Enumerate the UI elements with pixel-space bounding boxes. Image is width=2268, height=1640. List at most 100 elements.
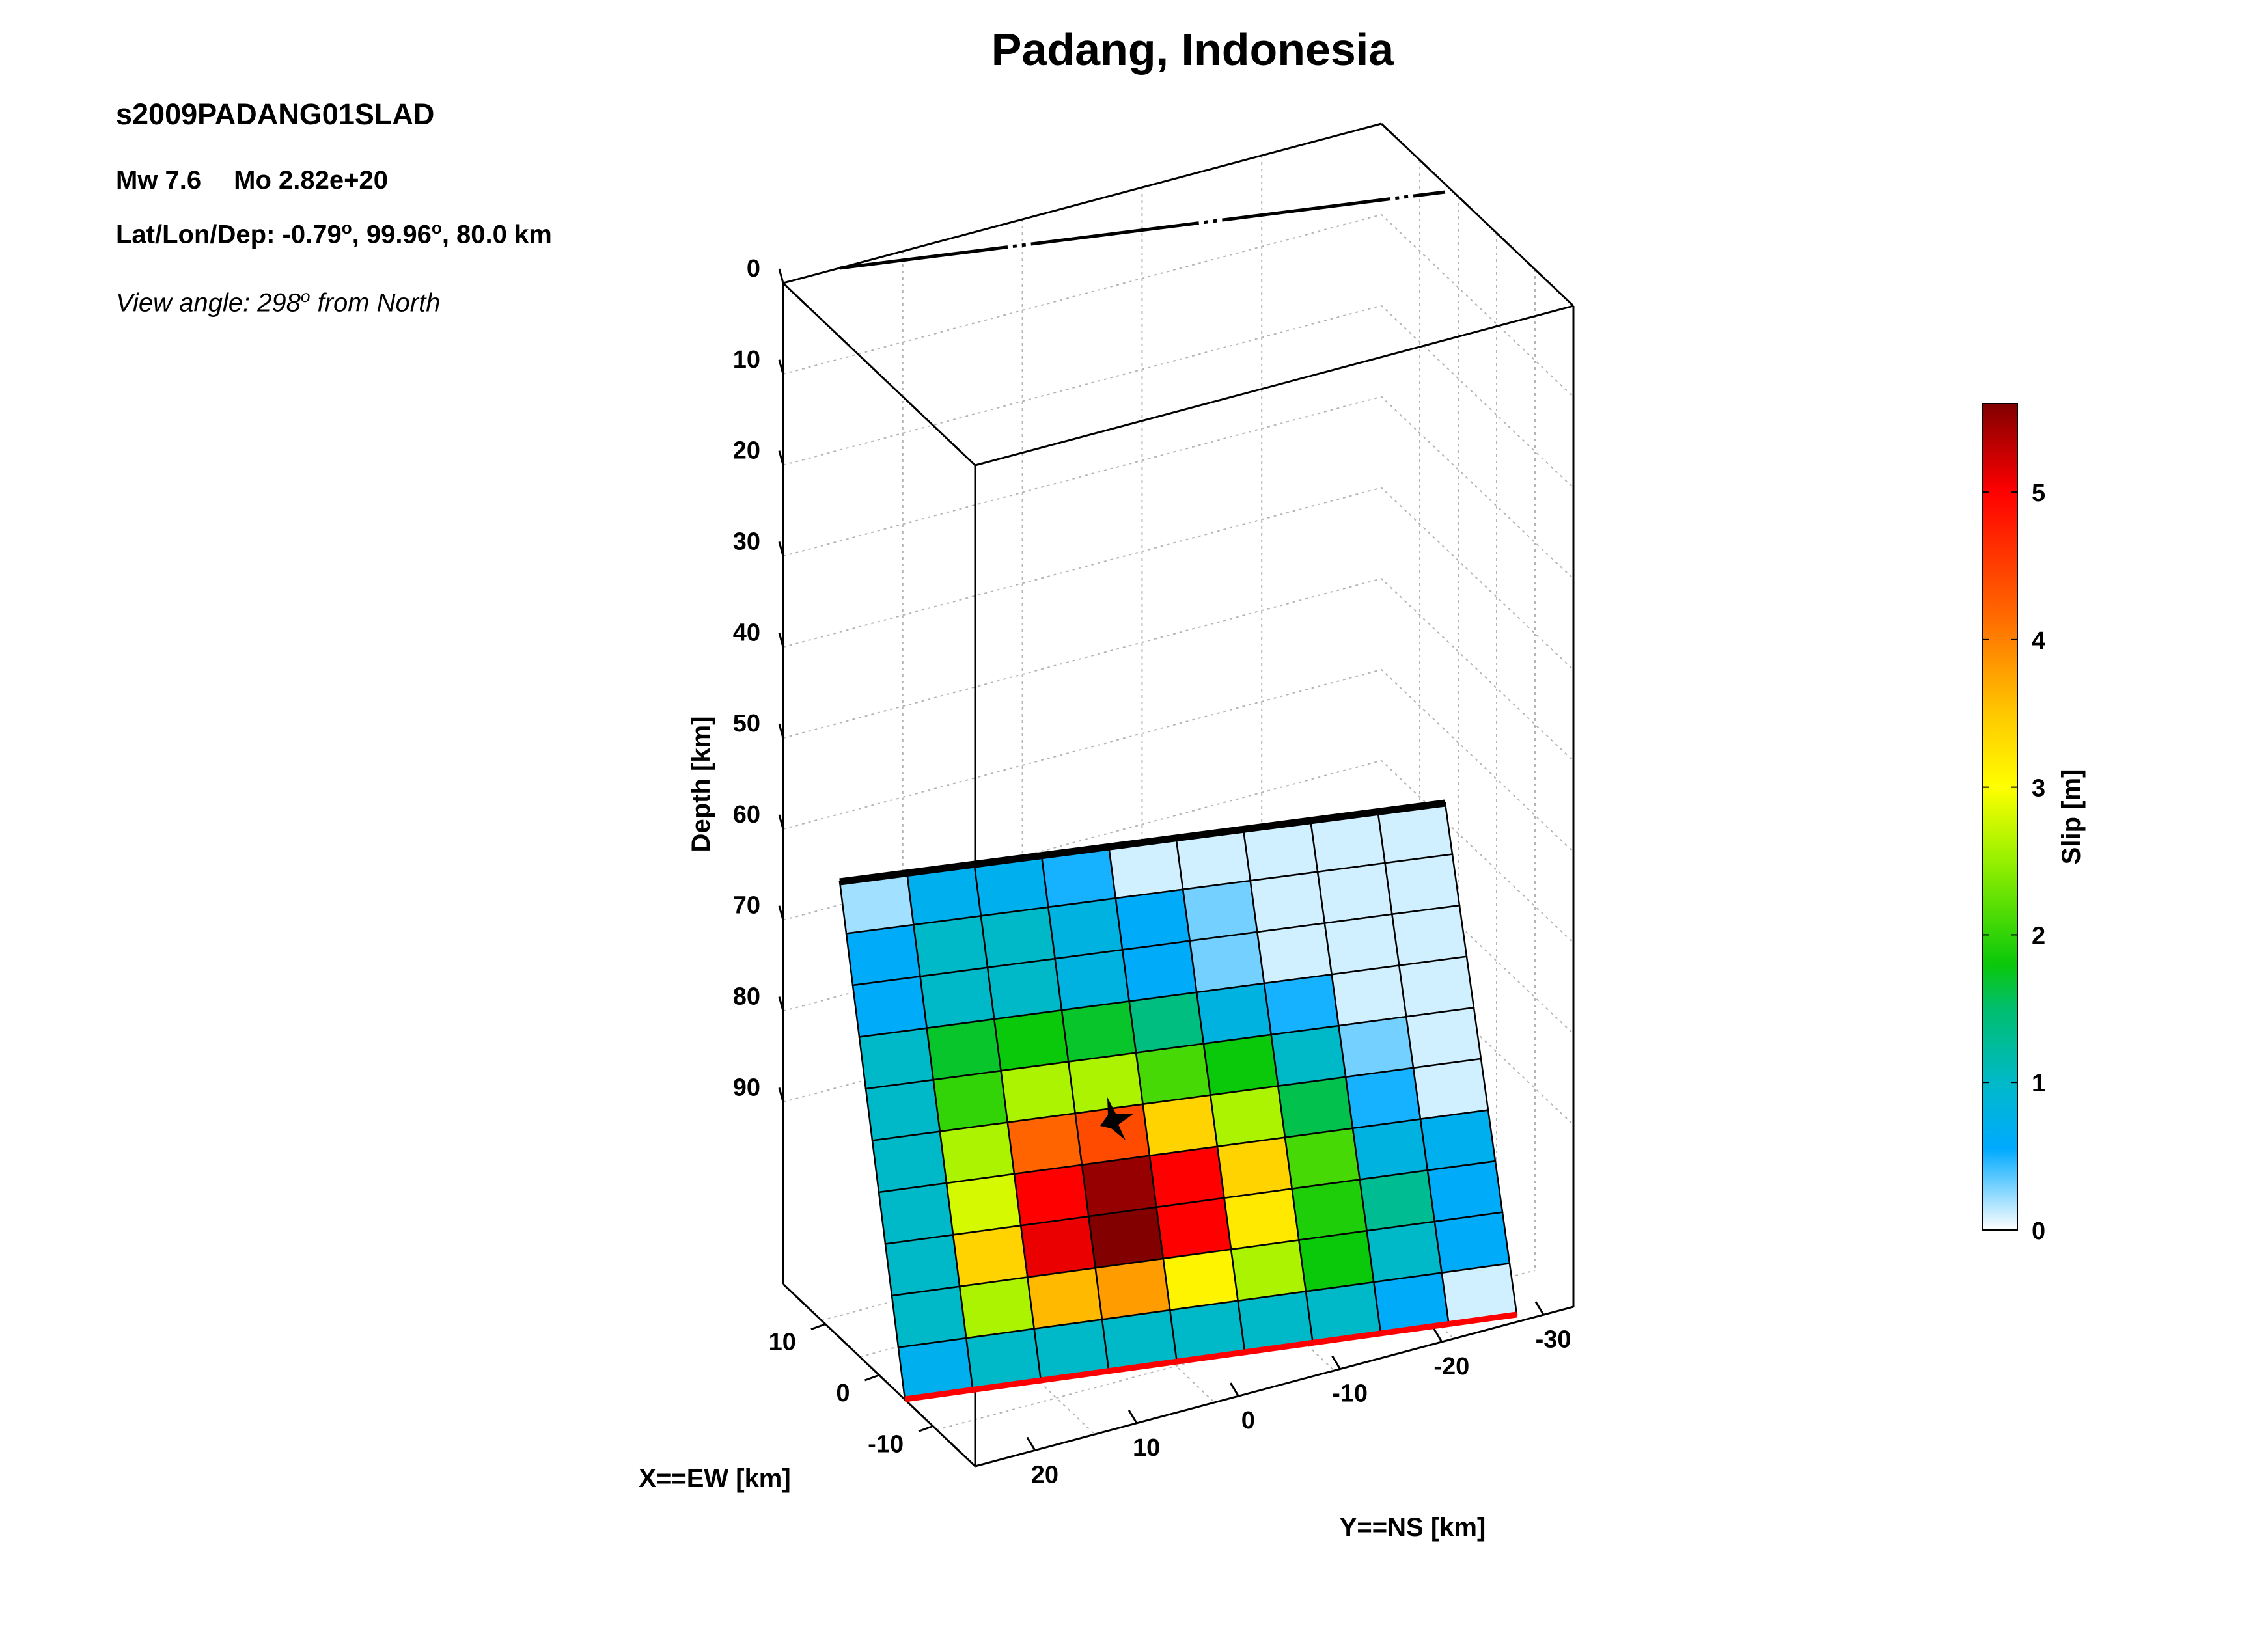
slip-patch <box>1114 888 1191 951</box>
slip-patch <box>919 966 995 1030</box>
box-edge <box>975 1305 1574 1468</box>
slip-patch <box>878 1182 954 1245</box>
location-line: Lat/Lon/Dep: -0.79o, 99.96o, 80.0 km <box>116 218 552 249</box>
depth-value: , 80.0 km <box>441 220 552 249</box>
slip-patch <box>1398 955 1475 1018</box>
y-tick <box>1534 1301 1545 1316</box>
axis-ticks <box>778 268 1545 1451</box>
z-tick-label: 60 <box>733 801 760 828</box>
depth-grid-line <box>782 213 1574 398</box>
degree-mark: o <box>300 286 311 306</box>
z-tick-labels: 0 10 20 30 40 50 60 70 80 90 <box>733 255 760 1101</box>
depth-grid-line <box>782 668 1574 853</box>
depth-grid-line <box>782 487 1574 671</box>
slip-patch <box>1263 973 1340 1036</box>
z-tick <box>778 450 784 466</box>
mo-value: Mo 2.82e+20 <box>234 166 388 195</box>
z-tick <box>778 814 784 830</box>
slip-patch <box>1277 1076 1354 1139</box>
hypocenter-star-icon <box>1100 1097 1134 1140</box>
slip-patch <box>932 1069 1009 1133</box>
lat-value: Lat/Lon/Dep: -0.79 <box>116 220 342 249</box>
slip-patch <box>1249 871 1326 933</box>
slip-patch <box>1426 1160 1504 1223</box>
slip-patch <box>952 1224 1029 1288</box>
z-tick <box>778 905 784 921</box>
slip-patch <box>986 957 1063 1020</box>
slip-patch <box>1384 853 1461 916</box>
depth-grid-line <box>782 759 1574 944</box>
magnitude-line: Mw 7.6 Mo 2.82e+20 <box>116 166 388 195</box>
y-axis-label: Y==NS [km] <box>1340 1513 1486 1542</box>
slip-patch <box>1223 1188 1300 1251</box>
slip-patch <box>945 1173 1022 1236</box>
slip-patch <box>851 975 928 1038</box>
slip-patch <box>1094 1257 1171 1320</box>
y-tick-label: 0 <box>1241 1407 1255 1434</box>
slip-patch <box>1013 1164 1090 1227</box>
view-angle-value: View angle: 298 <box>116 288 301 318</box>
box-edge <box>782 122 1382 284</box>
lon-value: , 99.96 <box>352 220 432 249</box>
slip-patch <box>1135 1043 1211 1106</box>
slip-patch <box>884 1233 961 1297</box>
slip-patch <box>1148 1145 1226 1209</box>
slip-patch <box>1419 1109 1497 1171</box>
slip-patch <box>871 1130 948 1194</box>
z-tick-label: 0 <box>747 255 760 282</box>
slip-patch <box>1209 1085 1286 1148</box>
slip-patch <box>1182 879 1258 942</box>
slip-patch <box>1230 1239 1307 1302</box>
fault-top-edge <box>839 799 1446 886</box>
y-tick <box>1433 1328 1443 1343</box>
slip-patch <box>1195 982 1273 1045</box>
slip-patch <box>1297 1229 1375 1292</box>
y-tick <box>1230 1382 1239 1397</box>
colorbar <box>1982 403 2018 1231</box>
view-angle-line: View angle: 298o from North <box>116 286 440 318</box>
z-tick-label: 90 <box>733 1074 760 1101</box>
slip-patch <box>1000 1061 1077 1124</box>
slip-patch <box>1067 1052 1144 1115</box>
z-tick <box>778 996 784 1011</box>
box-edge <box>1380 122 1575 307</box>
slip-patch <box>1047 897 1124 960</box>
slip-patch <box>1284 1127 1361 1190</box>
z-axis-label: Depth [km] <box>687 717 715 853</box>
x-tick-label: -10 <box>868 1430 904 1458</box>
depth-grid-line <box>782 305 1574 489</box>
depth-grid-line <box>782 396 1574 580</box>
slip-patch <box>1006 1112 1083 1175</box>
slip-patch <box>1121 940 1198 1002</box>
slip-patch <box>1216 1136 1293 1199</box>
z-tick <box>778 359 784 375</box>
slip-patch <box>1054 948 1131 1011</box>
x-tick-label: 0 <box>836 1380 850 1407</box>
colorbar-tick-label: 2 <box>2032 922 2045 950</box>
fault-patches <box>838 802 1518 1401</box>
slip-patch <box>1433 1211 1511 1274</box>
slip-patch <box>1291 1179 1368 1241</box>
z-tick <box>778 632 784 648</box>
colorbar-tick-label: 0 <box>2032 1218 2045 1245</box>
slip-patch <box>1390 904 1468 966</box>
slip-patch <box>1270 1024 1347 1087</box>
slip-patch <box>1142 1094 1219 1157</box>
slip-patch <box>1019 1215 1097 1278</box>
fault-edges <box>839 799 1517 1402</box>
colorbar-tick-label: 3 <box>2032 775 2045 802</box>
y-tick <box>1331 1355 1341 1370</box>
y-tick-labels: 20 10 0 -10 -20 -30 <box>1031 1326 1571 1488</box>
z-tick <box>778 541 784 556</box>
x-tick-label: 10 <box>769 1329 796 1356</box>
depth-grid-line <box>782 577 1574 761</box>
slip-patch <box>1189 931 1265 994</box>
slip-patch <box>1412 1058 1489 1121</box>
slip-patch <box>1405 1006 1482 1069</box>
slip-patch <box>913 914 989 977</box>
colorbar-label: Slip [m] <box>2057 769 2086 865</box>
degree-mark: o <box>341 218 352 238</box>
y-tick <box>1026 1436 1036 1451</box>
box-edge <box>782 282 976 467</box>
